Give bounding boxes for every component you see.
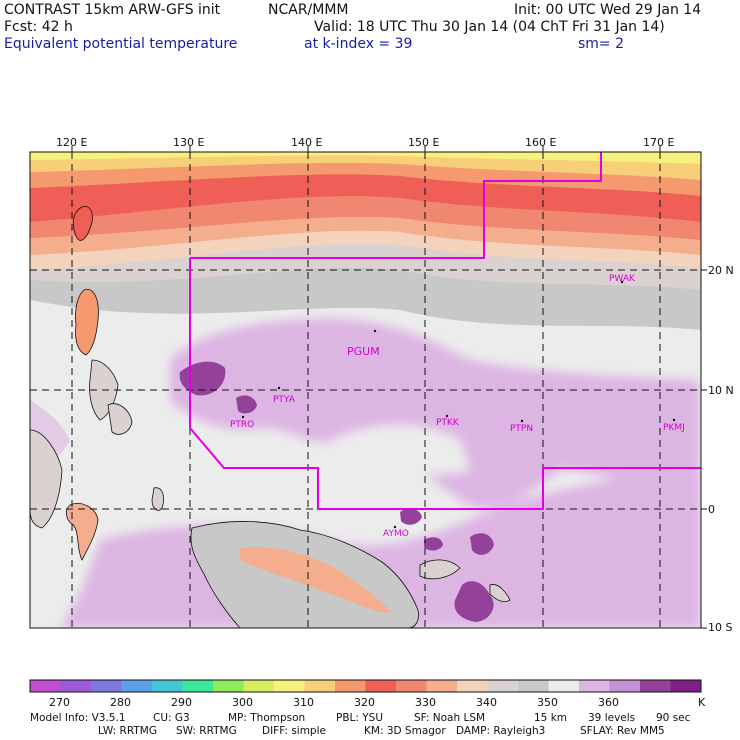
footer-km: KM: 3D Smagor xyxy=(364,725,446,737)
footer-surface-layer: SFLAY: Rev MM5 xyxy=(580,725,665,737)
lat-label-10n: 10 N xyxy=(708,384,734,397)
colorbar-label-310: 310 xyxy=(293,696,314,709)
lon-label-130: 130 E xyxy=(173,136,205,149)
theta-e-field xyxy=(30,152,701,628)
colorbar-swatch xyxy=(396,680,427,692)
footer-damping: DAMP: Rayleigh3 xyxy=(456,725,546,737)
station-markers xyxy=(241,280,676,529)
station-ptro: PTRO xyxy=(230,420,254,430)
colorbar-unit: K xyxy=(698,696,706,709)
colorbar-swatch xyxy=(670,680,702,692)
colorbar xyxy=(30,680,702,692)
colorbar-swatch xyxy=(548,680,580,692)
colorbar-swatch xyxy=(274,680,305,692)
axis-ticks xyxy=(71,146,707,629)
station-pwak: PWAK xyxy=(609,274,636,284)
organization-label: NCAR/MMM xyxy=(268,2,349,18)
colorbar-swatch xyxy=(426,680,458,692)
footer-resolution: 15 km xyxy=(534,712,568,724)
colorbar-swatch xyxy=(335,680,366,692)
colorbar-label-360: 360 xyxy=(598,696,619,709)
forecast-hour: Fcst: 42 h xyxy=(4,19,73,35)
footer-levels: 39 levels xyxy=(588,712,636,724)
model-title: CONTRAST 15km ARW-GFS init xyxy=(4,2,221,18)
graticule xyxy=(30,152,701,628)
colorbar-label-290: 290 xyxy=(171,696,192,709)
colorbar-swatch xyxy=(518,680,549,692)
valid-time: Valid: 18 UTC Thu 30 Jan 14 (04 ChT Fri … xyxy=(314,19,665,35)
station-ptkk: PTKK xyxy=(436,418,460,428)
lon-label-150: 150 E xyxy=(408,136,440,149)
colorbar-label-330: 330 xyxy=(415,696,436,709)
colorbar-swatch xyxy=(182,680,214,692)
colorbar-swatch xyxy=(91,680,122,692)
colorbar-label-350: 350 xyxy=(537,696,558,709)
footer-longwave: LW: RRTMG xyxy=(98,725,157,737)
footer-diffusion: DIFF: simple xyxy=(262,725,326,737)
lon-label-120: 120 E xyxy=(56,136,88,149)
colorbar-swatch xyxy=(30,680,61,692)
landmass-shapes xyxy=(30,206,511,628)
footer-model-version: Model Info: V3.5.1 xyxy=(30,712,126,724)
footer-microphysics: MP: Thompson xyxy=(228,712,306,724)
colorbar-swatch xyxy=(121,680,153,692)
footer-cumulus: CU: G3 xyxy=(153,712,190,724)
colorbar-swatch xyxy=(609,680,641,692)
colorbar-swatch xyxy=(457,680,488,692)
colorbar-swatch xyxy=(640,680,671,692)
station-pkmj: PKMJ xyxy=(663,423,685,433)
footer-timestep: 90 sec xyxy=(656,712,691,724)
field-name: Equivalent potential temperature xyxy=(4,36,238,52)
lat-label-10s: 10 S xyxy=(708,621,733,634)
station-pgum: PGUM xyxy=(347,345,380,358)
lon-label-140: 140 E xyxy=(291,136,323,149)
lat-label-20n: 20 N xyxy=(708,264,734,277)
footer-pbl: PBL: YSU xyxy=(336,712,384,724)
colorbar-swatch xyxy=(365,680,397,692)
colorbar-label-340: 340 xyxy=(476,696,497,709)
colorbar-label-270: 270 xyxy=(49,696,70,709)
colorbar-swatch xyxy=(304,680,336,692)
colorbar-swatch xyxy=(60,680,92,692)
station-ptpn: PTPN xyxy=(510,424,533,434)
level-label: at k-index = 39 xyxy=(304,36,413,52)
footer-shortwave: SW: RRTMG xyxy=(176,725,237,737)
station-aymo: AYMO xyxy=(383,529,409,539)
footer-surface: SF: Noah LSM xyxy=(414,712,486,724)
colorbar-label-280: 280 xyxy=(110,696,131,709)
colorbar-swatch xyxy=(152,680,183,692)
smoothing-label: sm= 2 xyxy=(578,36,625,52)
colorbar-swatch xyxy=(243,680,275,692)
station-ptya: PTYA xyxy=(273,395,296,405)
colorbar-label-320: 320 xyxy=(354,696,375,709)
lat-label-equator: 0 xyxy=(708,503,715,516)
colorbar-label-300: 300 xyxy=(232,696,253,709)
colorbar-swatch xyxy=(487,680,519,692)
init-time: Init: 00 UTC Wed 29 Jan 14 xyxy=(514,2,702,18)
fir-boundary xyxy=(189,152,701,510)
map-frame xyxy=(29,151,702,629)
colorbar-frame xyxy=(29,679,702,693)
colorbar-swatch xyxy=(579,680,610,692)
colorbar-swatch xyxy=(213,680,244,692)
lon-label-170: 170 E xyxy=(643,136,675,149)
lon-label-160: 160 E xyxy=(525,136,557,149)
